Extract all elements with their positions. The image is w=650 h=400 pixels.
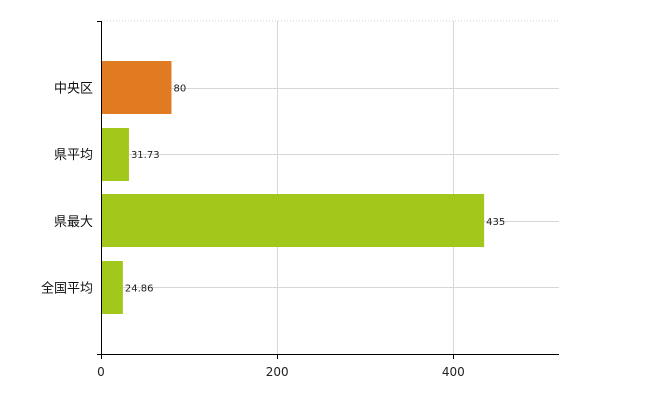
data-label: 80 — [173, 84, 186, 95]
category-label: 中央区 — [54, 82, 93, 97]
data-label: 24.86 — [125, 283, 154, 294]
x-tick-label: 400 — [442, 365, 465, 379]
data-label: 31.73 — [131, 150, 160, 161]
category-label: 全国平均 — [41, 280, 93, 296]
bar-3 — [101, 261, 123, 314]
x-tick-label: 0 — [97, 365, 105, 379]
x-axis-ticks: 0 200 400 — [97, 21, 465, 379]
data-label: 435 — [486, 217, 505, 228]
bars — [101, 61, 485, 314]
bar-0 — [101, 61, 172, 114]
axes — [101, 21, 559, 355]
data-labels: 80 31.73 435 24.86 — [125, 84, 505, 295]
bar-1 — [101, 128, 129, 181]
bar-2 — [101, 194, 485, 247]
category-label: 県最大 — [54, 215, 93, 230]
x-tick-label: 200 — [266, 365, 289, 379]
category-label: 県平均 — [54, 148, 93, 163]
